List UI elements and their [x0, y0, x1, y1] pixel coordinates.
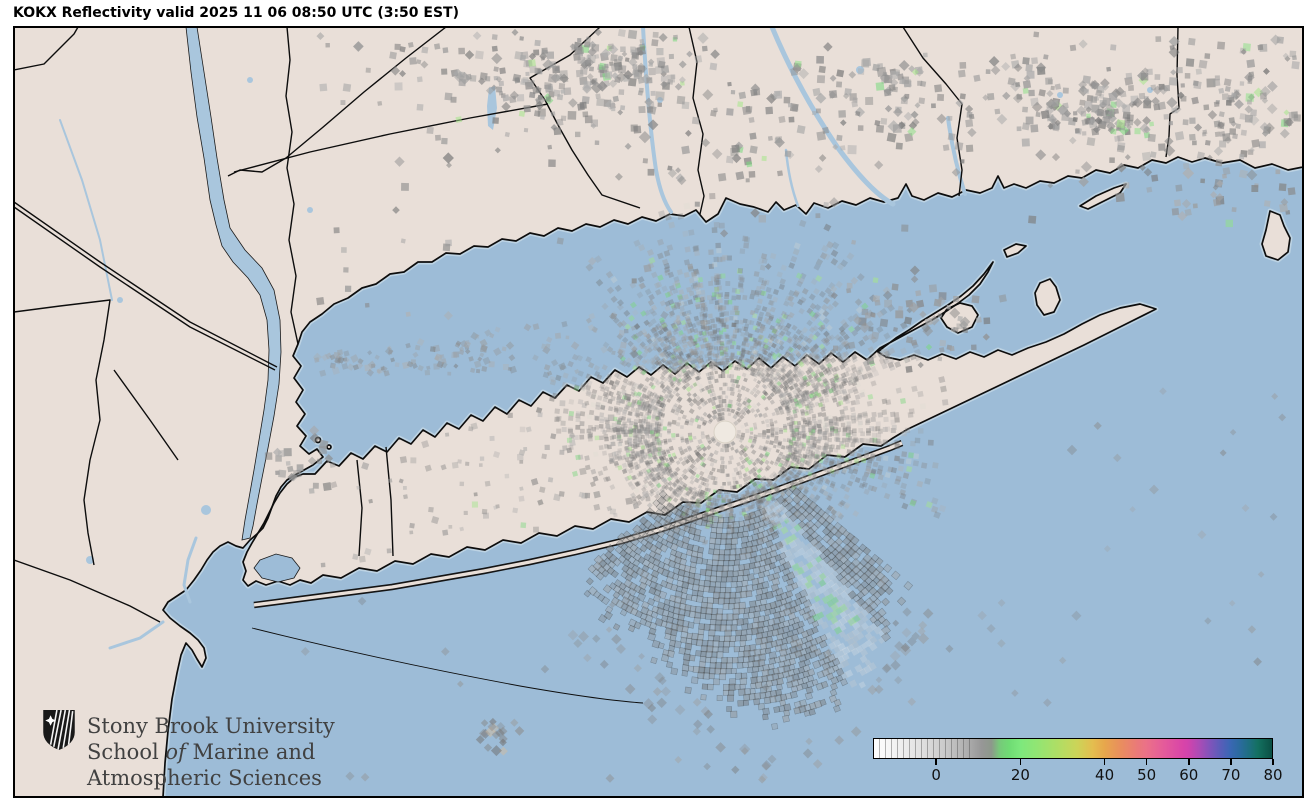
sbu-logo-text: Stony Brook University School of Marine … — [87, 713, 335, 791]
colorbar-tick — [1019, 759, 1022, 765]
colorbar-tick — [1272, 759, 1274, 765]
connecticut-river — [769, 27, 896, 207]
colorbar-tick-label: 0 — [931, 766, 941, 784]
nj-county-line — [113, 369, 179, 461]
colorbar-tick — [1187, 759, 1190, 765]
boundaries-layer — [14, 27, 1180, 704]
li-county-line — [356, 459, 363, 557]
nj-county-line — [14, 299, 111, 566]
housatonic-river — [641, 27, 673, 214]
colorbar-tick — [1103, 759, 1106, 765]
logo-line-2: School of Marine and — [87, 740, 316, 764]
nj-county-line — [14, 559, 161, 623]
map-frame — [13, 26, 1304, 798]
nj-ny-border — [14, 201, 278, 368]
colorbar-gradient — [873, 738, 1273, 759]
colorbar-bin-stripes — [874, 739, 970, 758]
li-county-line — [385, 446, 394, 557]
radar-echo-layer — [264, 28, 1301, 784]
reflectivity-colorbar: 0 20 40 50 60 70 80 — [873, 738, 1283, 784]
ct-county-line — [688, 27, 705, 215]
sbu-shield-icon — [43, 710, 75, 750]
nj-ny-border — [14, 206, 276, 371]
colorbar-tick-label: 50 — [1137, 766, 1157, 784]
marine-boundary — [251, 627, 644, 704]
ny-county-line — [227, 27, 447, 177]
arthur-kill — [182, 536, 198, 604]
colorbar-tick-label: 80 — [1263, 766, 1283, 784]
colorbar-tick — [1145, 759, 1148, 765]
colorbar-tick — [1230, 759, 1232, 765]
logo-line-1: Stony Brook University — [87, 714, 335, 738]
corner-border — [14, 27, 79, 71]
raritan-river — [108, 620, 165, 650]
nw-river — [59, 119, 113, 301]
ct-county-line — [529, 27, 641, 209]
radar-site-marker — [713, 420, 737, 444]
colorbar-tick — [935, 759, 937, 765]
page-title: KOKX Reflectivity valid 2025 11 06 08:50… — [13, 5, 460, 21]
colorbar-tick-label: 20 — [1010, 766, 1030, 784]
sbu-logo: Stony Brook University School of Marine … — [42, 709, 335, 791]
colorbar-tick-label: 60 — [1179, 766, 1199, 784]
logo-line-3: Atmospheric Sciences — [87, 766, 322, 790]
colorbar-tick-label: 40 — [1095, 766, 1115, 784]
ny-ct-border — [285, 27, 299, 345]
hudson-river — [185, 27, 282, 541]
jamaica-bay — [253, 553, 301, 583]
ny-county-line — [233, 103, 549, 173]
colorbar-tick-label: 70 — [1221, 766, 1241, 784]
barrier-islands — [253, 440, 904, 609]
thames-river — [946, 116, 967, 196]
